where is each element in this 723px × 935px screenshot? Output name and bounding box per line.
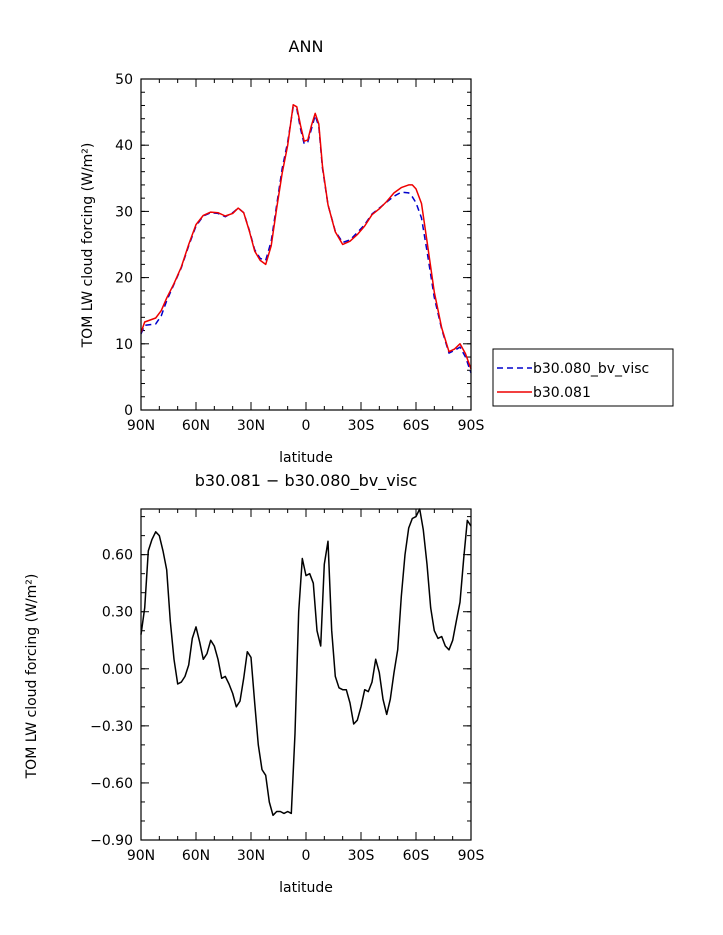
bottom-ytick-label: −0.60 bbox=[90, 776, 133, 792]
top-xtick-label: 0 bbox=[302, 418, 311, 434]
top-chart-series bbox=[140, 104, 472, 374]
bottom-ytick-label: 0.60 bbox=[102, 548, 133, 564]
bottom-series-line-0 bbox=[140, 508, 472, 817]
top-ytick-label: 40 bbox=[115, 138, 133, 154]
bottom-xtick-label: 90S bbox=[458, 848, 485, 864]
bottom-ytick-label: −0.30 bbox=[90, 719, 133, 735]
bottom-xtick-label: 30N bbox=[237, 848, 265, 864]
top-xtick-label: 30N bbox=[237, 418, 265, 434]
legend-box bbox=[492, 348, 674, 407]
legend-label-b30-081: b30.081 bbox=[533, 385, 591, 401]
bottom-chart-title: b30.081 − b30.080_bv_visc bbox=[195, 471, 418, 491]
top-chart-ylabel-group: TOM LW cloud forcing (W/m²) bbox=[80, 143, 96, 349]
top-chart-frame bbox=[140, 78, 472, 411]
top-xtick-label: 60S bbox=[403, 418, 430, 434]
bottom-chart-series bbox=[140, 508, 472, 817]
legend-label-b30-080-bv-visc: b30.080_bv_visc bbox=[533, 361, 649, 377]
bottom-xtick-label: 60S bbox=[403, 848, 430, 864]
top-xtick-label: 30S bbox=[348, 418, 375, 434]
bottom-chart-frame bbox=[140, 508, 472, 841]
top-chart-title: ANN bbox=[289, 37, 324, 56]
top-xtick-label: 90N bbox=[127, 418, 155, 434]
bottom-xtick-label: 60N bbox=[182, 848, 210, 864]
top-ytick-label: 50 bbox=[115, 72, 133, 88]
top-ytick-label: 20 bbox=[115, 271, 133, 287]
top-series-line-1 bbox=[140, 104, 472, 370]
top-xtick-label: 60N bbox=[182, 418, 210, 434]
top-chart-xlabel: latitude bbox=[279, 450, 333, 466]
top-xtick-label: 90S bbox=[458, 418, 485, 434]
bottom-chart-ylabel: TOM LW cloud forcing (W/m²) bbox=[24, 574, 40, 780]
bottom-ytick-label: 0.30 bbox=[102, 605, 133, 621]
bottom-xtick-label: 0 bbox=[302, 848, 311, 864]
top-ytick-label: 0 bbox=[124, 403, 133, 419]
top-ytick-label: 10 bbox=[115, 337, 133, 353]
bottom-xtick-label: 90N bbox=[127, 848, 155, 864]
bottom-chart-xlabel: latitude bbox=[279, 880, 333, 896]
bottom-chart: b30.081 − b30.080_bv_visc TOM LW cloud f… bbox=[24, 471, 484, 896]
bottom-chart-ylabel-group: TOM LW cloud forcing (W/m²) bbox=[24, 574, 40, 780]
top-chart-ylabel: TOM LW cloud forcing (W/m²) bbox=[80, 143, 96, 349]
top-chart: ANN TOM LW cloud forcing (W/m²) latitude… bbox=[80, 37, 674, 466]
legend: b30.080_bv_visc b30.081 bbox=[492, 348, 674, 407]
bottom-ytick-label: 0.00 bbox=[102, 662, 133, 678]
bottom-ytick-label: −0.90 bbox=[90, 833, 133, 849]
bottom-xtick-label: 30S bbox=[348, 848, 375, 864]
bottom-chart-ticks: 90N 60N 30N 0 30S 60S 90S −0.90 −0.60 −0.30 0.00 0.… bbox=[90, 509, 484, 864]
top-ytick-label: 30 bbox=[115, 204, 133, 220]
